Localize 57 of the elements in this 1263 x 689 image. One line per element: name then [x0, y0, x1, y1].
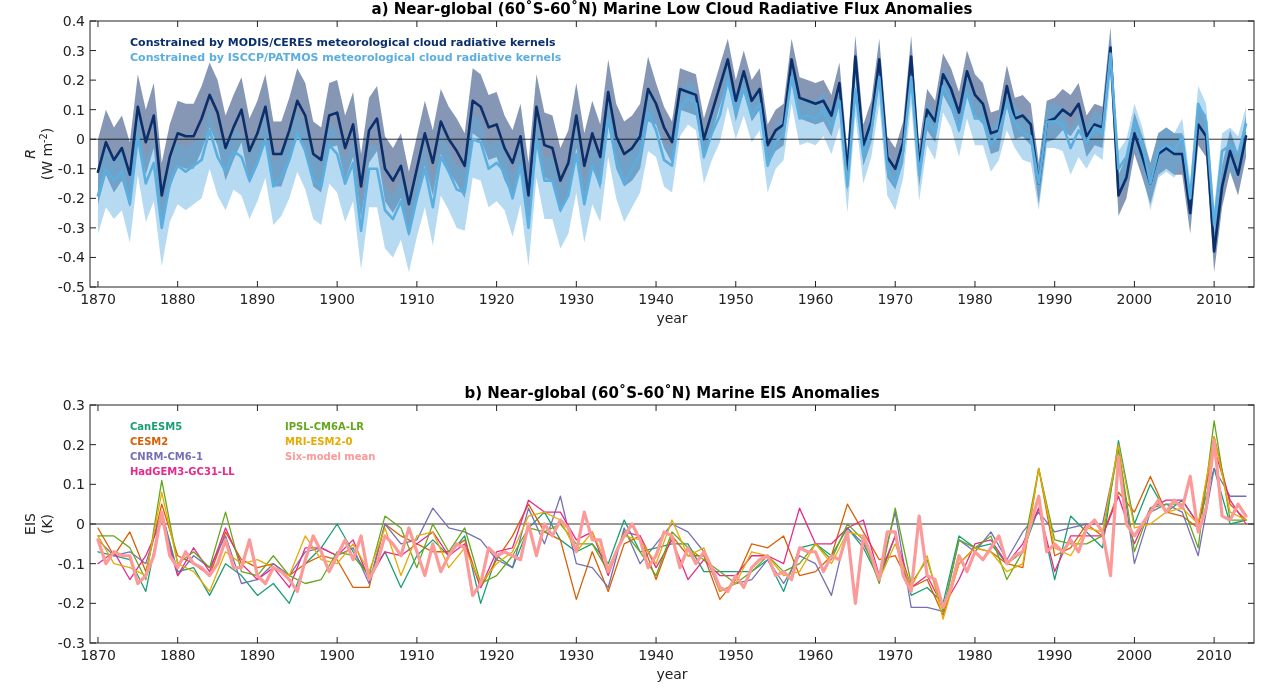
x-tick-label: 1920 — [478, 291, 515, 307]
y-tick-label: 0.3 — [62, 397, 85, 413]
x-tick-label: 1970 — [877, 647, 914, 663]
y-tick-label: 0 — [76, 131, 85, 148]
text: IPSL-CM6A-LR — [285, 421, 365, 432]
x-tick-label: 1890 — [239, 291, 276, 307]
y-tick-label: 0.1 — [62, 101, 85, 118]
y-tick-label: 0 — [76, 516, 85, 532]
text: HadGEM3-GC31-LL — [130, 466, 236, 477]
y-tick-label: 0.2 — [62, 72, 85, 89]
x-tick-label: 1980 — [957, 647, 993, 663]
y-tick-label: -0.1 — [57, 555, 85, 572]
x-tick-label: 1910 — [399, 647, 435, 663]
text: Constrained by MODIS/CERES meteorological cloud radiative kernels — [130, 36, 556, 49]
y-tick-label: -0.4 — [57, 249, 86, 266]
y-tick-label: 0.4 — [62, 13, 86, 29]
y-tick-label: -0.3 — [57, 219, 85, 236]
y-tick-label: -0.1 — [57, 160, 85, 177]
x-tick-label: 1990 — [1036, 647, 1073, 663]
x-tick-label: 1970 — [877, 291, 914, 307]
text: CanESM5 — [130, 421, 183, 432]
x-tick-label: 1910 — [399, 291, 435, 307]
y-tick-label: 0.2 — [62, 436, 85, 453]
x-tick-label: 1950 — [717, 291, 754, 307]
y-tick-label: 0.3 — [62, 42, 85, 59]
text: CNRM-CM6-1 — [130, 451, 203, 462]
x-tick-label: 1940 — [638, 647, 674, 663]
text: Constrained by ISCCP/PATMOS meteorological cloud radiative kernels — [130, 51, 562, 64]
x-tick-label: 1920 — [478, 647, 515, 663]
x-tick-label: 1940 — [638, 291, 674, 307]
x-tick-label: 1930 — [558, 291, 595, 307]
y-tick-label: -0.2 — [57, 595, 85, 612]
x-tick-label: 2000 — [1116, 647, 1153, 663]
x-tick-label: 1900 — [319, 291, 355, 307]
chart-title: b) Near-global (60˚S-60˚N) Marine EIS Anomalies — [464, 384, 880, 402]
x-tick-label: 2010 — [1196, 291, 1232, 307]
x-tick-label: 1900 — [319, 647, 355, 663]
x-tick-label: 2000 — [1116, 291, 1153, 307]
text: CESM2 — [130, 436, 169, 447]
x-tick-label: 1980 — [957, 291, 993, 307]
x-tick-label: 1960 — [797, 291, 834, 307]
x-tick-label: 1960 — [797, 647, 834, 663]
y-tick-label: -0.2 — [57, 190, 85, 207]
x-tick-label: 1930 — [558, 647, 595, 663]
text: Six-model mean — [285, 451, 376, 462]
x-tick-label: 1880 — [159, 647, 196, 663]
chart-title: a) Near-global (60˚S-60˚N) Marine Low Cloud Radiative Flux Anomalies — [371, 0, 973, 18]
x-tick-label: 2010 — [1196, 647, 1232, 663]
x-tick-label: 1990 — [1036, 291, 1073, 307]
y-tick-label: 0.1 — [62, 476, 85, 493]
x-axis-title: year — [656, 310, 688, 326]
text: MRI-ESM2-0 — [285, 436, 353, 447]
x-axis-title: year — [656, 666, 688, 682]
x-tick-label: 1950 — [717, 647, 754, 663]
y-axis-title: EIS (K) — [21, 512, 55, 535]
x-tick-label: 1890 — [239, 647, 276, 663]
x-tick-label: 1880 — [159, 291, 196, 307]
